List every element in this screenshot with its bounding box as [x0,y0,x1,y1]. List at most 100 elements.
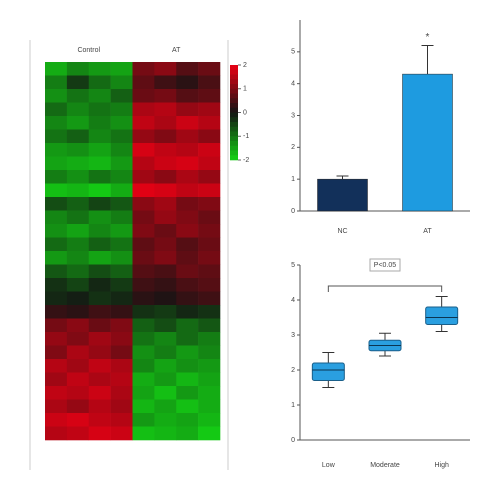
heat-cell [132,62,155,76]
heat-cell [176,291,199,306]
heat-cell [132,89,155,103]
heat-cell [154,89,177,103]
heat-cell [110,413,133,427]
colorbar-segment [230,126,238,132]
heat-cell [154,251,177,265]
heat-cell [88,399,111,414]
heat-cell [198,305,221,319]
heat-cell [110,399,133,414]
heat-cell [66,75,90,90]
heat-cell [132,332,155,346]
heat-cell [88,156,111,171]
colorbar-label: -2 [243,157,249,164]
heat-cell [110,102,133,117]
y-tick-label: 1 [291,402,295,409]
heat-cell [45,278,68,292]
colorbar-segment [230,93,238,99]
heat-cell [198,278,221,292]
heat-cell [45,237,68,252]
heat-cell [198,359,221,373]
y-tick-label: 3 [291,332,295,339]
heat-cell [154,62,177,76]
heat-cell [132,210,155,225]
colorbar-segment [230,69,238,75]
heat-cell [154,413,177,427]
heat-cell [45,89,68,103]
heat-cell [88,345,111,360]
colorbar-segment [230,103,238,109]
heat-cell [110,170,133,184]
heat-cell [88,264,111,279]
colorbar-segment [230,122,238,128]
heat-cell [88,426,111,441]
heat-cell [176,278,199,292]
heat-cell [198,264,221,279]
heat-cell [154,291,177,306]
heat-cell [110,143,133,157]
heat-cell [110,291,133,306]
x-tick-label: AT [423,228,432,235]
heat-cell [198,291,221,306]
heat-cell [110,359,133,373]
heat-cell [176,345,199,360]
heat-cell [176,102,199,117]
heat-cell [66,237,90,252]
heat-cell [176,305,199,319]
colorbar-segment [230,150,238,156]
heat-cell [154,143,177,157]
heat-cell [132,413,155,427]
colorbar-segment [230,131,238,137]
heat-cell [45,359,68,373]
heat-cell [110,210,133,225]
colorbar-segment [230,141,238,147]
heat-cell [176,116,199,130]
heat-cell [88,210,111,225]
heat-cell [132,372,155,387]
significance: * [426,32,430,43]
heat-cell [176,251,199,265]
heat-cell [132,129,155,144]
heat-cell [176,332,199,346]
heat-cell [176,237,199,252]
annotation-box [369,258,401,272]
heat-cell [88,305,111,319]
heat-cell [45,305,68,319]
heat-cell [88,116,111,130]
heat-cell [45,75,68,90]
heat-cell [198,332,221,346]
heat-cell [110,197,133,211]
heat-cell [198,75,221,90]
heat-cell [66,264,90,279]
heat-cell [66,129,90,144]
heat-cell [154,372,177,387]
heat-cell [88,143,111,157]
heat-cell [132,399,155,414]
heat-cell [88,251,111,265]
heat-cell [45,129,68,144]
heat-cell [110,305,133,319]
heat-cell [198,426,221,441]
heat-cell [45,264,68,279]
heat-cell [88,224,111,238]
heat-cell [88,197,111,211]
heat-cell [198,183,221,198]
x-tick-label: NC [337,228,347,235]
heat-cell [198,89,221,103]
heat-cell [132,291,155,306]
heat-cell [198,224,221,238]
heat-cell [45,210,68,225]
heat-cell [66,399,90,414]
colorbar-segment [230,107,238,113]
heat-cell [66,116,90,130]
heat-cell [198,210,221,225]
heat-cell [88,75,111,90]
heat-cell [66,305,90,319]
heat-cell [88,278,111,292]
heat-cell [198,170,221,184]
heat-cell [154,129,177,144]
heat-cell [45,62,68,76]
heat-cell [88,291,111,306]
heat-cell [88,183,111,198]
colorbar-segment [230,88,238,94]
